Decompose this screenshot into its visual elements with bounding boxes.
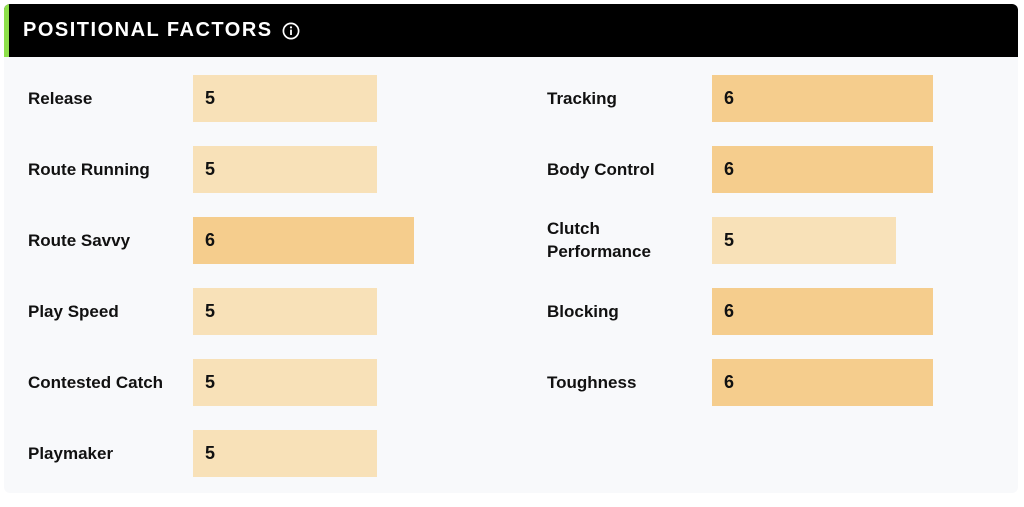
factor-bar-toughness: 6 — [712, 359, 933, 406]
section-title: POSITIONAL FACTORS — [23, 19, 273, 41]
factor-bar-tracking: 6 — [712, 75, 933, 122]
factor-bar-blocking: 6 — [712, 288, 933, 335]
factor-value: 6 — [724, 88, 735, 108]
factor-label-playmaker: Playmaker — [28, 444, 114, 463]
factor-label-blocking: Blocking — [547, 302, 619, 321]
factor-value: 5 — [205, 88, 216, 108]
positional-factors-card: POSITIONAL FACTORS Release 5 Route Runni… — [4, 4, 1018, 493]
factor-bar-play-speed: 5 — [193, 288, 377, 335]
factor-label-tracking: Tracking — [547, 89, 617, 108]
factor-bar-playmaker: 5 — [193, 430, 377, 477]
factor-label-clutch-performance: Clutch Performance — [547, 219, 651, 261]
factor-value: 5 — [205, 159, 216, 179]
factor-bar-route-running: 5 — [193, 146, 377, 193]
factor-value: 5 — [205, 372, 216, 392]
factor-value: 5 — [205, 301, 216, 321]
factor-label-route-running: Route Running — [28, 160, 150, 179]
factor-value: 5 — [724, 230, 735, 250]
factor-label-body-control: Body Control — [547, 160, 655, 179]
factor-label-toughness: Toughness — [547, 373, 637, 392]
factor-bar-clutch-performance: 5 — [712, 217, 896, 264]
factor-bar-contested-catch: 5 — [193, 359, 377, 406]
factor-value: 5 — [205, 443, 216, 463]
factor-value: 6 — [724, 301, 735, 321]
factor-label-contested-catch: Contested Catch — [28, 373, 164, 392]
factor-value: 6 — [724, 372, 735, 392]
factor-label-route-savvy: Route Savvy — [28, 231, 131, 250]
factor-label-play-speed: Play Speed — [28, 302, 119, 321]
factor-bar-route-savvy: 6 — [193, 217, 414, 264]
info-icon[interactable] — [282, 22, 300, 40]
factor-bar-body-control: 6 — [712, 146, 933, 193]
factor-bar-release: 5 — [193, 75, 377, 122]
factor-label-release: Release — [28, 89, 93, 108]
section-header: POSITIONAL FACTORS — [4, 4, 1018, 57]
factor-value: 6 — [724, 159, 735, 179]
factor-value: 6 — [205, 230, 216, 250]
